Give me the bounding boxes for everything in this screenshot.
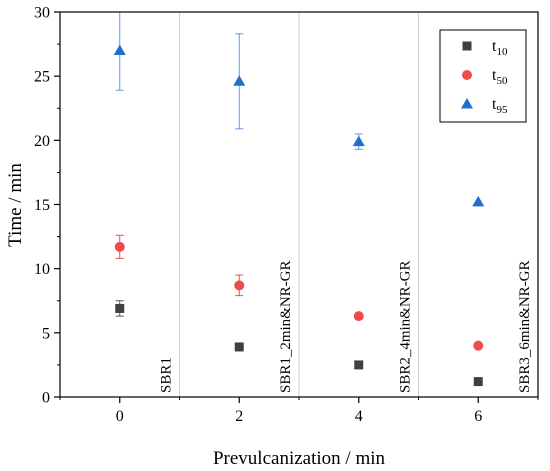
y-axis-title: Time / min	[5, 163, 26, 247]
sample-label-0: SBR1	[159, 357, 175, 393]
y-tick-label-3: 15	[34, 197, 50, 214]
y-tick-label-4: 20	[34, 133, 50, 150]
y-axis: 0 5 10 15 20 25 30	[34, 5, 60, 407]
legend-label-t50: t50	[492, 67, 508, 87]
data-point-t50-0	[114, 241, 125, 252]
x-tick-label-1: 2	[235, 408, 243, 425]
data-point-t10-0	[115, 303, 125, 313]
sample-label-3: SBR3_6min&NR-GR	[517, 260, 533, 393]
legend-marker-t95	[461, 98, 473, 109]
data-point-t95-0	[113, 44, 126, 55]
y-tick-label-2: 10	[34, 261, 50, 278]
region-dividers	[179, 12, 419, 397]
data-markers	[113, 44, 485, 387]
data-point-t10-2	[354, 360, 364, 370]
legend-marker-t10	[462, 41, 472, 51]
y-tick-label-6: 30	[34, 5, 50, 22]
data-point-t95-2	[352, 135, 365, 147]
x-axis-title: Prevulcanization / min	[213, 448, 386, 469]
legend-label-t10: t10	[492, 38, 508, 58]
sample-annotations: SBR1 SBR1_2min&NR-GR SBR2_4min&NR-GR SBR3_6…	[159, 260, 533, 393]
data-point-t10-1	[234, 342, 244, 352]
data-point-t95-1	[233, 75, 246, 86]
x-axis: 0 2 4 6	[59, 397, 539, 425]
legend-marker-t50	[462, 70, 472, 80]
sample-label-2: SBR2_4min&NR-GR	[398, 260, 414, 393]
x-tick-label-3: 6	[474, 408, 482, 425]
y-tick-label-0: 0	[42, 390, 50, 407]
x-tick-label-2: 4	[355, 408, 363, 425]
data-point-t95-3	[472, 195, 485, 207]
legend-label-t95: t95	[492, 96, 508, 116]
data-point-t50-2	[353, 311, 364, 322]
x-tick-label-0: 0	[116, 408, 124, 425]
y-tick-label-1: 5	[42, 325, 50, 342]
legend-box	[439, 29, 527, 123]
data-point-t50-1	[234, 280, 245, 291]
legend: t10 t50 t95	[439, 29, 527, 123]
sample-label-1: SBR1_2min&NR-GR	[278, 260, 294, 393]
y-tick-label-5: 25	[34, 69, 50, 86]
data-point-t50-3	[473, 340, 484, 351]
data-point-t10-3	[473, 377, 483, 387]
